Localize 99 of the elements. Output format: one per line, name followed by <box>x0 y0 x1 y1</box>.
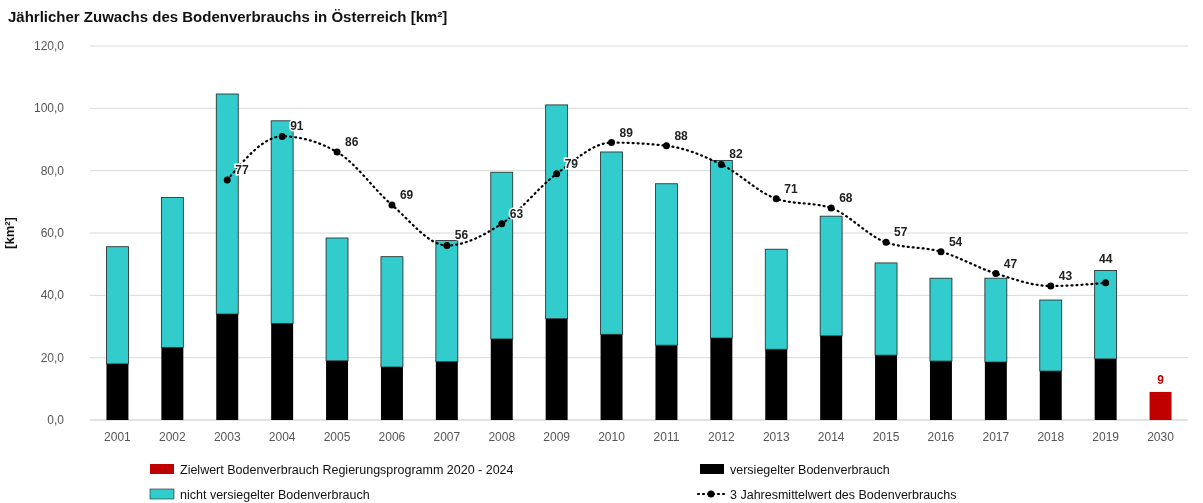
bar <box>490 338 513 420</box>
data-label: 57 <box>894 225 908 240</box>
legend-label: 3 Jahresmittelwert des Bodenverbrauchs <box>730 487 957 502</box>
bar <box>820 335 843 420</box>
point <box>937 248 945 256</box>
point <box>662 142 670 150</box>
data-label: 88 <box>674 128 689 143</box>
y-axis-title: [km²] <box>2 217 17 249</box>
bar <box>1094 358 1117 420</box>
data-label: 9 <box>1157 372 1165 387</box>
x-tick-label: 2007 <box>433 430 461 444</box>
x-tick-label: 2018 <box>1037 430 1065 444</box>
bar <box>874 262 898 356</box>
bar <box>600 334 623 420</box>
point <box>772 195 780 203</box>
bar <box>545 318 568 420</box>
data-label: 54 <box>948 234 963 249</box>
bar <box>161 347 184 420</box>
y-tick-label: 60,0 <box>40 226 65 240</box>
data-label: 43 <box>1058 268 1073 283</box>
y-tick-label: 80,0 <box>40 163 65 178</box>
point <box>717 160 725 168</box>
x-tick-label: 2006 <box>378 430 406 444</box>
y-tick-label: 100,0 <box>33 101 65 116</box>
data-label: 56 <box>454 228 469 243</box>
bar <box>1039 299 1063 372</box>
point <box>608 139 616 147</box>
x-tick-label: 2008 <box>488 430 516 444</box>
x-tick-label: 2030 <box>1147 430 1175 444</box>
point <box>278 132 286 140</box>
point <box>992 270 1000 278</box>
bar <box>655 345 678 420</box>
x-tick-label: 2014 <box>817 430 845 444</box>
bar <box>160 197 184 348</box>
bar <box>929 277 953 362</box>
bar <box>655 183 678 346</box>
bar <box>326 360 349 420</box>
x-tick-label: 2010 <box>598 430 626 444</box>
bar <box>435 361 458 420</box>
data-label: 71 <box>784 181 798 196</box>
bar <box>106 246 129 365</box>
point <box>1047 282 1055 290</box>
x-tick-label: 2017 <box>982 430 1010 444</box>
x-tick-label: 2005 <box>323 430 351 444</box>
point <box>333 148 341 156</box>
x-tick-label: 2016 <box>927 430 955 444</box>
x-tick-label: 2002 <box>159 430 187 444</box>
bar <box>435 240 459 363</box>
x-tick-label: 2011 <box>653 430 680 444</box>
point <box>1102 279 1110 287</box>
x-tick-label: 2003 <box>213 430 241 444</box>
point <box>223 176 231 184</box>
bar <box>106 363 129 420</box>
bar <box>875 355 898 420</box>
x-tick-label: 2004 <box>268 430 296 444</box>
data-label: 89 <box>619 125 634 140</box>
bar <box>1149 391 1172 420</box>
y-tick-label: 40,0 <box>40 288 65 303</box>
bar <box>709 159 733 339</box>
point <box>498 220 506 228</box>
bar <box>984 277 1008 363</box>
data-label: 86 <box>345 134 359 149</box>
y-tick-label: 0,0 <box>47 413 65 427</box>
x-tick-label: 2001 <box>104 430 132 444</box>
bar <box>765 349 788 420</box>
bar <box>984 362 1007 420</box>
y-tick-label: 20,0 <box>40 350 65 365</box>
bar <box>325 237 349 362</box>
point <box>882 238 890 246</box>
bar <box>929 361 952 420</box>
bar <box>600 151 623 335</box>
point <box>388 201 396 209</box>
bar <box>710 338 733 420</box>
bar <box>380 256 404 368</box>
y-tick-label: 120,0 <box>33 39 65 53</box>
data-label: 44 <box>1098 251 1113 266</box>
bar <box>380 367 403 420</box>
data-label: 69 <box>399 187 414 202</box>
chart-title: Jährlicher Zuwachs des Bodenverbrauchs in Österreich [km²] <box>8 8 448 25</box>
x-tick-label: 2009 <box>543 430 571 444</box>
x-tick-label: 2015 <box>872 430 900 444</box>
bar <box>1039 371 1062 420</box>
point <box>827 204 835 212</box>
bar <box>271 323 294 420</box>
bar <box>1094 270 1118 360</box>
legend-label: nicht versiegelter Bodenverbrauch <box>180 487 370 502</box>
bar <box>216 314 239 420</box>
data-label: 47 <box>1003 256 1018 271</box>
bar <box>819 215 843 337</box>
bar <box>764 248 788 350</box>
data-label: 68 <box>839 191 853 206</box>
x-tick-label: 2012 <box>708 430 736 444</box>
legend-label: Zielwert Bodenverbrauch Regierungsprogramm 2020 - 2024 <box>180 462 514 477</box>
legend-label: versiegelter Bodenverbrauch <box>730 462 890 477</box>
data-label: 82 <box>729 147 744 162</box>
x-tick-label: 2019 <box>1092 430 1120 444</box>
point <box>553 170 561 178</box>
point <box>443 241 451 249</box>
x-tick-label: 2013 <box>762 430 790 444</box>
